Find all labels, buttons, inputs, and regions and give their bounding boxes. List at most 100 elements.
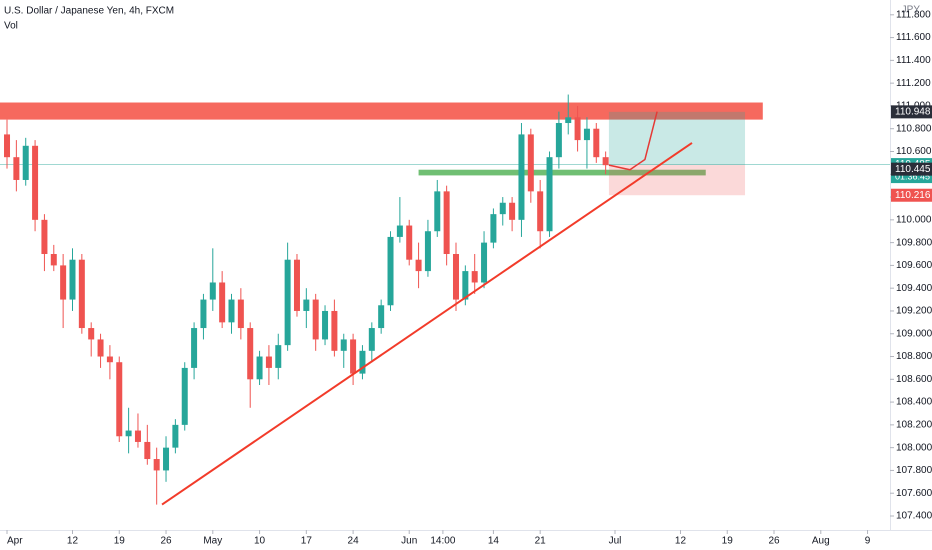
candle-body xyxy=(32,145,39,220)
candle-body xyxy=(88,328,95,340)
x-tick-label: 17 xyxy=(301,536,313,547)
x-tick-label: 21 xyxy=(535,536,547,547)
candle-body xyxy=(424,231,431,272)
candle-body xyxy=(331,310,338,351)
candle-body xyxy=(125,430,132,437)
candle-body xyxy=(97,339,104,357)
candle-body xyxy=(13,157,20,180)
candle-body xyxy=(452,254,459,300)
candle-body xyxy=(583,128,590,141)
candle-body xyxy=(602,157,609,166)
candle-body xyxy=(78,259,85,329)
candle-body xyxy=(350,339,357,374)
candle-body xyxy=(41,219,48,255)
candle-body xyxy=(340,339,347,351)
x-tick-label: 12 xyxy=(675,536,687,547)
y-tick-label: 108.000 xyxy=(896,442,932,453)
currency: JPY xyxy=(902,5,921,16)
candle-body xyxy=(275,345,282,368)
y-tick-label: 110.600 xyxy=(896,146,932,157)
x-tick-label: 24 xyxy=(348,536,360,547)
y-tick-label: 109.800 xyxy=(896,237,932,248)
candle-body xyxy=(237,299,244,329)
x-tick-label: Apr xyxy=(7,536,23,547)
candle-body xyxy=(144,441,151,460)
candle-body xyxy=(60,265,67,300)
x-tick-label: Aug xyxy=(812,536,830,547)
resistance-zone xyxy=(0,102,763,120)
candle-body xyxy=(509,202,516,220)
y-tick-label: 107.400 xyxy=(896,511,932,522)
candle-body xyxy=(312,299,319,340)
price-tag xyxy=(891,105,932,119)
price-tag-label: 110.445 xyxy=(895,164,931,175)
x-tick-label: Jul xyxy=(609,536,622,547)
candle-body xyxy=(574,117,581,141)
x-tick-label: 12 xyxy=(67,536,79,547)
y-tick-label: 108.600 xyxy=(896,374,932,385)
x-tick-label: 19 xyxy=(722,536,734,547)
y-tick-label: 107.600 xyxy=(896,488,932,499)
candle-body xyxy=(415,259,422,272)
candle-body xyxy=(153,459,160,471)
candle-body xyxy=(322,310,329,340)
y-tick-label: 111.400 xyxy=(896,55,931,66)
candle-body xyxy=(22,145,29,180)
candle-body xyxy=(106,356,113,363)
candle-body xyxy=(163,447,170,471)
candle-body xyxy=(209,282,216,300)
candle-body xyxy=(50,254,57,266)
candle-body xyxy=(172,424,179,448)
y-tick-label: 109.000 xyxy=(896,328,932,339)
price-tag xyxy=(891,162,932,176)
candle-body xyxy=(228,299,235,323)
candle-body xyxy=(443,191,450,255)
candle-body xyxy=(4,134,11,158)
projection-curve xyxy=(608,111,658,171)
candle-body xyxy=(368,328,375,351)
price-tag-label: 110.216 xyxy=(895,190,931,201)
x-tick-label: Jun xyxy=(401,536,417,547)
candle-body xyxy=(434,191,441,232)
price-tag-label: 110.948 xyxy=(895,106,931,117)
trendline xyxy=(161,142,693,506)
candle-body xyxy=(256,356,263,380)
y-tick-label: 109.200 xyxy=(896,306,932,317)
y-tick-label: 109.600 xyxy=(896,260,932,271)
y-tick-label: 111.600 xyxy=(896,32,931,43)
candle-body xyxy=(303,299,310,311)
candle-body xyxy=(518,134,525,220)
candle-body xyxy=(219,282,226,323)
x-tick-label: 9 xyxy=(865,536,871,547)
candle-body xyxy=(555,123,562,158)
x-tick-label: 14 xyxy=(488,536,500,547)
x-tick-label: 14:00 xyxy=(430,536,455,547)
candle-body xyxy=(462,271,469,300)
candle-body xyxy=(471,271,478,283)
candle-body xyxy=(191,328,198,368)
y-tick-label: 110.800 xyxy=(896,123,932,134)
candle-body xyxy=(200,299,207,329)
candle-body xyxy=(116,362,123,437)
y-tick-label: 108.400 xyxy=(896,397,932,408)
candle-body xyxy=(247,328,254,380)
candle-body xyxy=(546,157,553,232)
y-tick-label: 111.800 xyxy=(896,9,931,20)
y-tick-label: 108.800 xyxy=(896,351,932,362)
candle-body xyxy=(481,242,488,283)
candle-body xyxy=(69,259,76,300)
y-tick-label: 108.200 xyxy=(896,420,932,431)
candle-body xyxy=(537,191,544,232)
candle-body xyxy=(359,350,366,374)
candle-body xyxy=(527,134,534,192)
target-box xyxy=(608,111,746,165)
candle-body xyxy=(499,202,506,215)
x-tick-label: 10 xyxy=(254,536,266,547)
candle-body xyxy=(293,259,300,311)
candle-body xyxy=(490,214,497,243)
volume-label: Vol xyxy=(4,21,18,32)
candle-body xyxy=(406,225,413,260)
x-tick-label: 19 xyxy=(114,536,126,547)
y-tick-label: 107.800 xyxy=(896,465,932,476)
